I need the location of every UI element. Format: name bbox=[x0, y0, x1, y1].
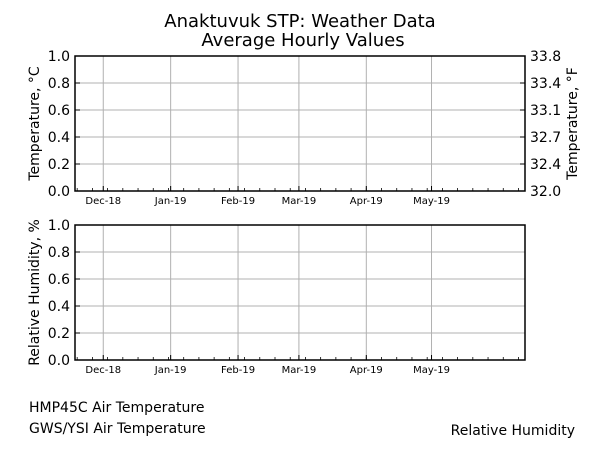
temperature-x-tick-label: May-19 bbox=[413, 196, 450, 207]
humidity-y-tick-label: 0.2 bbox=[48, 326, 70, 342]
temperature-y-tick-label: 0.4 bbox=[48, 130, 70, 146]
humidity-y-tick-label: 0.6 bbox=[48, 272, 70, 288]
temperature-x-tick-label: Mar-19 bbox=[282, 196, 317, 207]
legend-hmp45c-air-temperature: HMP45C Air Temperature bbox=[29, 400, 205, 416]
humidity-y-tick-label: 0.4 bbox=[48, 299, 70, 315]
humidity-x-tick-label: Mar-19 bbox=[282, 365, 317, 376]
temperature-y-tick-label: 0.2 bbox=[48, 157, 70, 173]
legend-relative-humidity: Relative Humidity bbox=[450, 423, 575, 439]
chart-title: Anaktuvuk STP: Weather Data bbox=[164, 11, 435, 32]
temperature-x-tick-label: Feb-19 bbox=[221, 196, 255, 207]
temperature-y-right-tick-label: 33.4 bbox=[530, 76, 561, 92]
temperature-plot-frame bbox=[74, 55, 526, 192]
temperature-y-axis-label: Temperature, °C bbox=[27, 66, 43, 182]
humidity-y-tick-label: 1.0 bbox=[48, 218, 70, 234]
humidity-x-tick-label: Feb-19 bbox=[221, 365, 255, 376]
temperature-y-tick-label: 1.0 bbox=[48, 49, 70, 65]
humidity-y-tick-label: 0.8 bbox=[48, 245, 70, 261]
legend-gws-ysi-air-temperature: GWS/YSI Air Temperature bbox=[29, 421, 206, 437]
humidity-x-tick-label: Dec-18 bbox=[85, 365, 121, 376]
chart-subtitle: Average Hourly Values bbox=[201, 30, 404, 51]
humidity-x-tick-label: Apr-19 bbox=[350, 365, 383, 376]
temperature-x-tick-label: Dec-18 bbox=[85, 196, 121, 207]
temperature-y-right-tick-label: 32.4 bbox=[530, 157, 561, 173]
temperature-y-right-axis-label: Temperature, °F bbox=[565, 67, 581, 181]
humidity-y-tick-label: 0.0 bbox=[48, 353, 70, 369]
humidity-x-tick-label: May-19 bbox=[413, 365, 450, 376]
temperature-y-right-tick-label: 32.7 bbox=[530, 130, 561, 146]
humidity-x-tick-label: Jan-19 bbox=[154, 365, 187, 376]
temperature-y-right-tick-label: 33.8 bbox=[530, 49, 561, 65]
humidity-y-axis-label: Relative Humidity, % bbox=[27, 219, 43, 366]
temperature-y-right-tick-label: 33.1 bbox=[530, 103, 561, 119]
temperature-y-right-tick-label: 32.0 bbox=[530, 184, 561, 200]
temperature-y-tick-label: 0.8 bbox=[48, 76, 70, 92]
temperature-x-tick-label: Jan-19 bbox=[154, 196, 187, 207]
temperature-y-tick-label: 0.6 bbox=[48, 103, 70, 119]
temperature-x-tick-label: Apr-19 bbox=[350, 196, 383, 207]
humidity-plot-frame bbox=[74, 224, 526, 361]
temperature-y-tick-label: 0.0 bbox=[48, 184, 70, 200]
